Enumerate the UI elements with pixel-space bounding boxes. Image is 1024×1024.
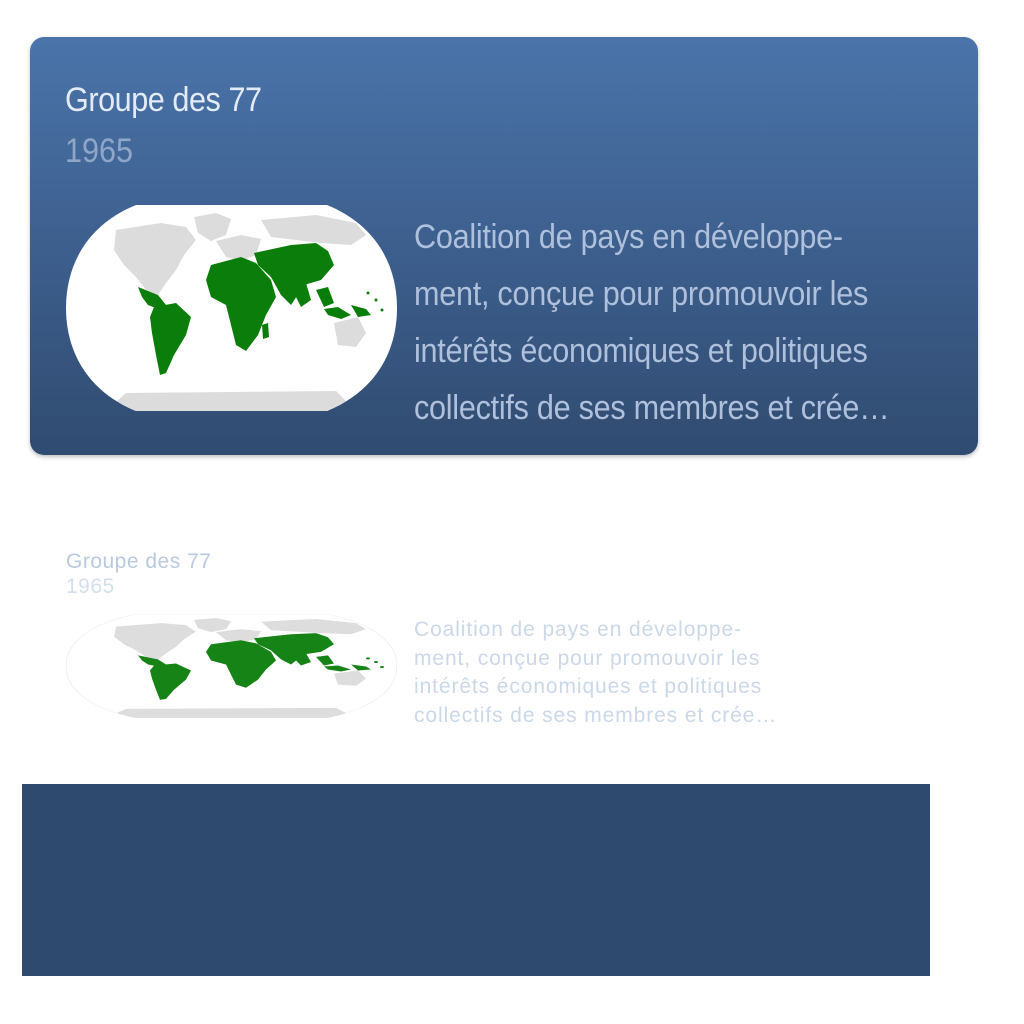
card-description: Coalition de pays en développe- ment, co…	[414, 209, 900, 437]
g77-card[interactable]: Groupe des 77 1965	[30, 37, 978, 455]
reflection-description-line: ment, conçue pour promouvoir les	[414, 646, 761, 670]
description-line: collectifs de ses membres et crée…	[414, 389, 890, 427]
card-title: Groupe des 77	[65, 81, 262, 119]
reflection-world-map-icon	[66, 614, 397, 718]
description-line: intérêts économiques et politiques	[414, 332, 868, 370]
reflection-title: Groupe des 77	[66, 550, 212, 573]
reflection-description-line: collectifs de ses membres et crée…	[414, 703, 778, 727]
reflection-description-line: intérêts économiques et politiques	[414, 675, 763, 698]
world-map-icon	[66, 205, 397, 411]
description-line: ment, conçue pour promouvoir les	[414, 275, 868, 313]
reflection-description: Coalition de pays en développe- ment, co…	[414, 616, 954, 730]
bottom-panel	[22, 784, 930, 976]
card-year: 1965	[65, 132, 134, 170]
reflection-year: 1965	[66, 575, 115, 598]
description-line: Coalition de pays en développe-	[414, 218, 843, 256]
reflection-description-line: Coalition de pays en développe-	[414, 618, 742, 641]
